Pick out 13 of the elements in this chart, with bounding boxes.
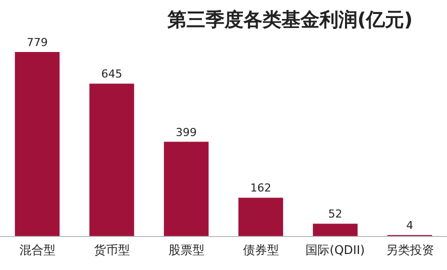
x-tick-label: 股票型	[168, 243, 204, 257]
data-label: 645	[101, 68, 122, 81]
x-tick-label: 另类投资	[386, 243, 434, 257]
x-tick-label: 混合型	[19, 243, 56, 257]
data-label: 162	[250, 182, 272, 195]
x-tick-label: 货币型	[94, 243, 130, 257]
data-label: 4	[406, 219, 414, 232]
data-label: 399	[176, 126, 197, 139]
x-tick-label: 债券型	[242, 243, 279, 257]
data-label: 779	[26, 36, 48, 49]
x-tick-label: 国际(QDII)	[306, 243, 365, 257]
data-label: 52	[328, 208, 342, 221]
chart-title: 第三季度各类基金利润(亿元)	[166, 9, 413, 31]
